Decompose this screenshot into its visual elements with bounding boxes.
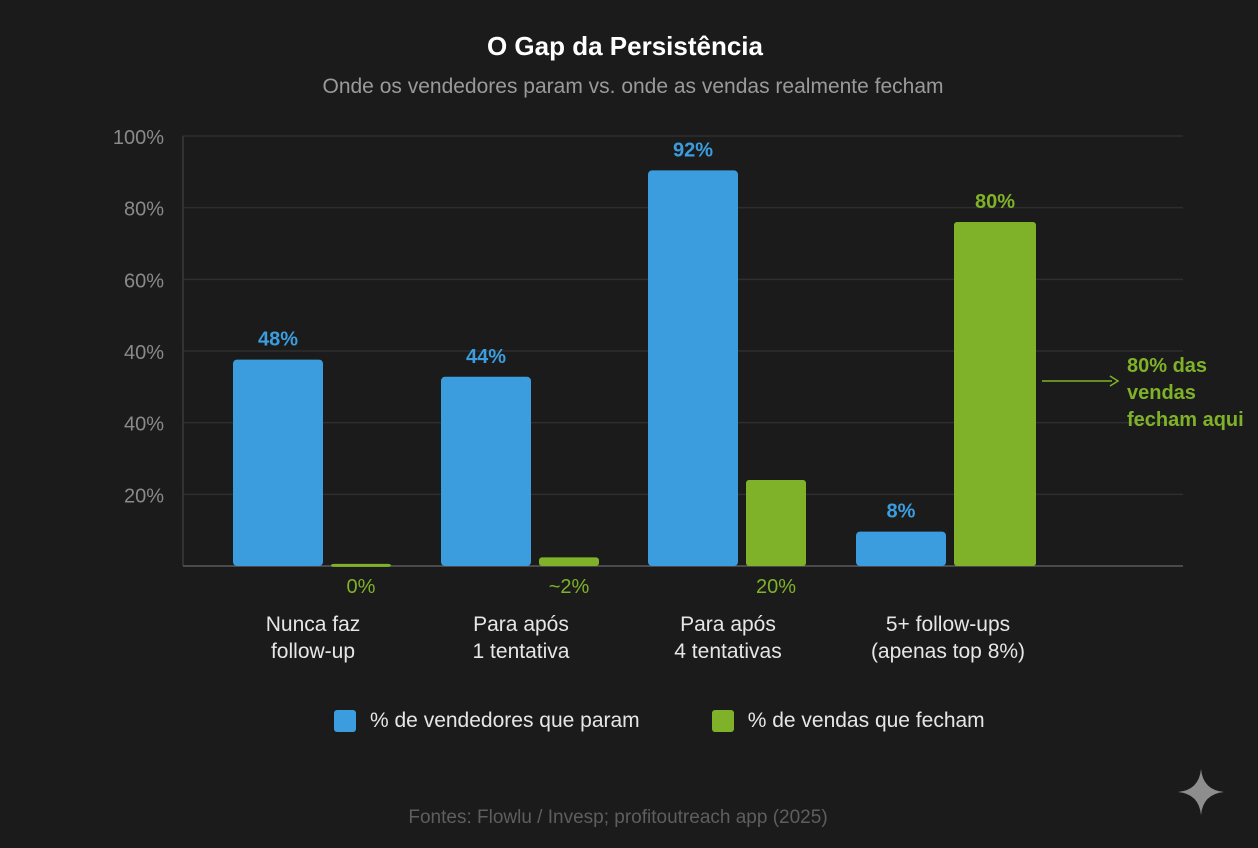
bar-value-label: 80% — [975, 191, 1015, 213]
y-tick-label: 40% — [124, 414, 164, 436]
annotation-text: fecham aqui — [1127, 409, 1244, 431]
x-category-label: 1 tentativa — [473, 640, 570, 663]
annotation-text: vendas — [1127, 382, 1196, 404]
legend-label: % de vendas que fecham — [747, 709, 985, 732]
y-tick-label: 60% — [124, 270, 164, 292]
bar-vendedores — [648, 170, 738, 566]
arrow-head-icon — [1109, 375, 1120, 387]
bar-value-label: 48% — [258, 329, 298, 351]
bar-chart: 20% 40% 40% 60% 80% 100% 48% 0% Nunca faz follow-… — [113, 127, 1244, 663]
bar-vendas — [331, 563, 391, 567]
legend-item-vendedores: % de vendedores que param — [334, 709, 640, 733]
x-category-label: Para após — [473, 613, 569, 636]
bar-value-label: 0% — [347, 576, 376, 598]
y-tick-label: 20% — [124, 485, 164, 507]
bar-vendedores — [233, 359, 323, 566]
bar-value-label: 92% — [673, 139, 713, 161]
x-category-label: 4 tentativas — [674, 640, 781, 663]
legend-swatch-green — [711, 710, 734, 732]
bar-vendedores — [441, 376, 531, 566]
y-tick-label: 80% — [124, 199, 164, 221]
x-category-label: follow-up — [271, 640, 355, 663]
x-category-label: 5+ follow-ups — [886, 613, 1010, 636]
sparkle-icon — [1178, 769, 1224, 815]
bar-value-label: 20% — [756, 576, 796, 598]
bar-value-label: 8% — [887, 501, 916, 523]
x-category-label: Nunca faz — [266, 613, 361, 636]
bar-vendas — [954, 222, 1036, 566]
bar-vendas — [746, 480, 806, 566]
y-tick-label: 40% — [124, 342, 164, 364]
x-category-label: Para após — [680, 613, 776, 636]
legend-swatch-blue — [334, 710, 356, 732]
y-tick-label: 100% — [113, 127, 164, 149]
bar-value-label: 44% — [466, 346, 506, 368]
bar-vendas — [539, 557, 599, 566]
legend: % de vendedores que param % de vendas qu… — [334, 709, 1057, 733]
chart-title: O Gap da Persistência — [486, 31, 763, 61]
source-note: Fontes: Flowlu / Invesp; profitoutreach … — [408, 807, 828, 828]
legend-label: % de vendedores que param — [370, 709, 640, 732]
x-category-label: (apenas top 8%) — [871, 640, 1025, 663]
legend-item-vendas: % de vendas que fecham — [711, 709, 985, 733]
bar-value-label: ~2% — [549, 576, 590, 598]
bar-vendedores — [856, 531, 946, 566]
annotation-text: 80% das — [1127, 355, 1207, 377]
chart-subtitle: Onde os vendedores param vs. onde as ven… — [322, 75, 944, 98]
